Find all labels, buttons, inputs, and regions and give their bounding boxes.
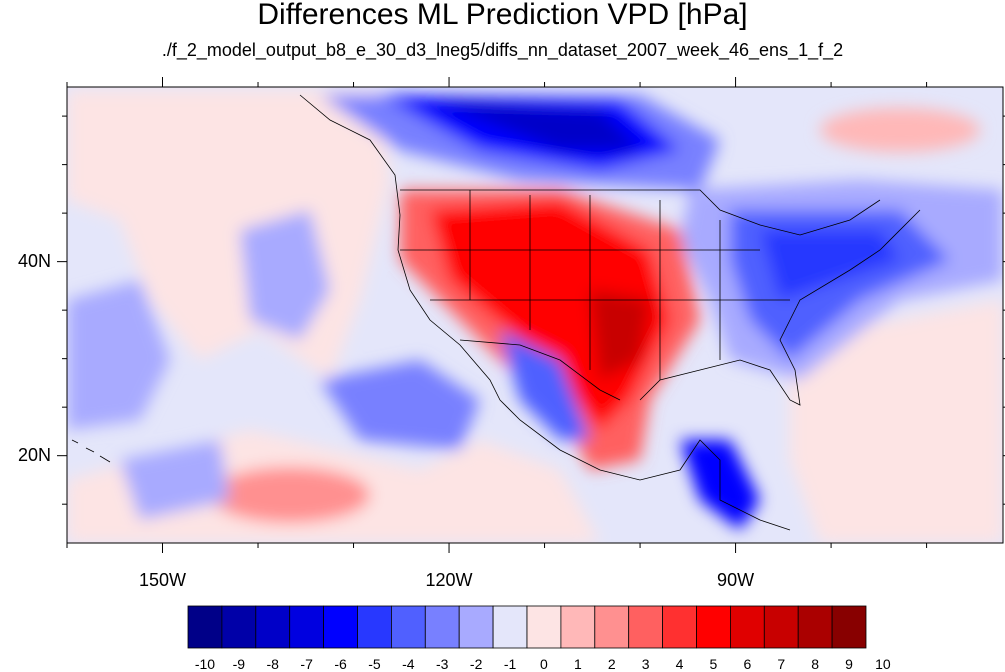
colorbar-label: -3 [436, 656, 449, 672]
colorbar-label: 6 [743, 656, 752, 672]
colorbar-swatch [594, 605, 630, 649]
colorbar-swatch [560, 605, 596, 649]
colorbar-swatch [255, 605, 291, 649]
colorbar-label: 7 [777, 656, 786, 672]
colorbar-label: 2 [607, 656, 616, 672]
colorbar-label: 1 [573, 656, 582, 672]
colorbar-label: -1 [503, 656, 517, 672]
map-frame [66, 86, 1004, 544]
hawaii-islands [71, 439, 111, 463]
north-america-coastline [299, 94, 791, 531]
colorbar-label: -5 [368, 656, 381, 672]
field-east-negative-deep [760, 230, 900, 300]
colorbar-swatch [696, 605, 731, 649]
lon-label: 150W [138, 570, 187, 590]
map-subtitle: ./f_2_model_output_b8_e_30_d3_lneg5/diff… [161, 40, 844, 60]
field-pacific-light-blue-1 [67, 280, 170, 430]
field-pacific-light-blue-2 [240, 210, 330, 340]
colorbar-swatch [730, 605, 765, 649]
field-layer [67, 87, 1003, 543]
colorbar-swatch [662, 605, 697, 649]
colorbar-swatch [424, 605, 460, 649]
colorbar-label: -10 [194, 656, 216, 672]
colorbar-label: 3 [641, 656, 650, 672]
colorbar-label: 9 [845, 656, 853, 672]
colorbar-swatch [323, 605, 358, 649]
colorbar-swatch [289, 605, 325, 649]
colorbar-swatch [221, 605, 257, 649]
colorbar-label: -9 [232, 656, 246, 672]
field-subtropical-positive [210, 467, 370, 523]
colorbar-label: -8 [266, 656, 279, 672]
map-ticks [57, 77, 1005, 553]
gulf-coast [639, 209, 921, 406]
field-pink-atlantic [790, 300, 1003, 543]
colorbar-label: 4 [675, 656, 684, 672]
colorbar-label: -4 [402, 656, 415, 672]
colorbar-swatch [187, 605, 223, 649]
lat-label: 40N [18, 250, 52, 271]
colorbar [187, 605, 867, 649]
field-pacific-light-blue-4 [120, 440, 230, 520]
colorbar-swatch [492, 605, 528, 649]
field-pink-high [820, 108, 980, 152]
colorbar-swatch [357, 605, 392, 649]
colorbar-swatch [763, 605, 799, 649]
colorbar-label: -7 [300, 656, 313, 672]
colorbar-swatch [526, 605, 562, 649]
lat-label: 20N [18, 444, 52, 465]
colorbar-swatch [628, 605, 664, 649]
colorbar-label: 5 [709, 656, 718, 672]
colorbar-label: 10 [875, 656, 891, 672]
field-canada-negative-deep [430, 100, 640, 150]
field-mexico-negative [500, 330, 590, 440]
field-west-positive-deep [590, 290, 650, 380]
us-mexico-border [459, 339, 621, 401]
field-pacific-light-blue-3 [320, 360, 480, 450]
colorbar-label: 8 [811, 656, 820, 672]
colorbar-label: -6 [334, 656, 347, 672]
colorbar-swatch [797, 605, 833, 649]
colorbar-swatch [831, 605, 867, 649]
coastline-layer [71, 94, 921, 531]
lon-label: 120W [425, 570, 473, 590]
colorbar-label: 0 [540, 656, 548, 672]
lon-label: 90W [717, 570, 755, 590]
colorbar-swatch [390, 605, 426, 649]
colorbar-label: -2 [469, 656, 483, 672]
colorbar-swatch [458, 605, 494, 649]
map-title: Differences ML Prediction VPD [hPa] [257, 0, 748, 31]
us-canada-border [400, 189, 881, 236]
